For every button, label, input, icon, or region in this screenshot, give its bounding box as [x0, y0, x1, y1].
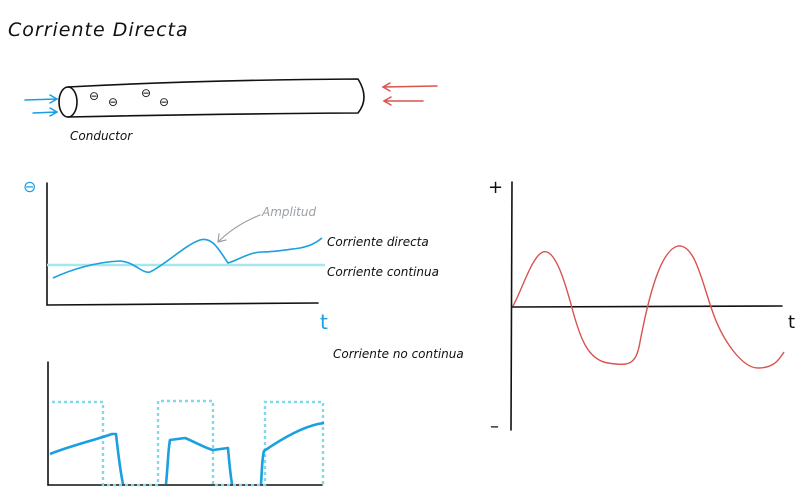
arrow-left-icon — [381, 82, 438, 92]
amplitude-arrow — [217, 214, 261, 243]
pulse-current-curve — [49, 421, 325, 485]
direct-current-curve — [52, 237, 323, 279]
electron-icon: ⊖ — [89, 89, 99, 103]
arrow-right-icon — [24, 94, 59, 104]
x-axis — [46, 302, 319, 306]
y-axis-symbol: ⊖ — [23, 177, 36, 196]
arrow-right-icon — [32, 107, 59, 117]
blue-arrows — [24, 94, 59, 117]
graph2-title: Corriente no continua — [333, 347, 464, 361]
amplitude-label: Amplitud — [261, 205, 316, 219]
page-title: Corriente Directa — [8, 19, 189, 41]
x-axis-label: t — [320, 310, 328, 334]
electron-group: ⊖ ⊖ ⊖ ⊖ — [89, 86, 169, 109]
graph-alternating-signal: + – t — [488, 177, 795, 437]
electron-icon: ⊖ — [141, 86, 151, 100]
sine-wave — [512, 245, 785, 369]
conductor-tube — [67, 78, 365, 118]
x-axis-label: t — [788, 312, 795, 333]
direct-current-label: Corriente directa — [327, 235, 429, 249]
minus-label: – — [490, 416, 499, 437]
square-wave — [52, 399, 325, 487]
arrow-left-icon — [382, 96, 424, 106]
conductor-end-cap — [58, 86, 78, 118]
electron-icon: ⊖ — [108, 95, 118, 109]
conductor-drawing: ⊖ ⊖ ⊖ ⊖ Conductor — [24, 78, 438, 143]
y-axis — [510, 181, 513, 431]
plus-label: + — [488, 177, 503, 198]
conductor-label: Conductor — [70, 129, 133, 143]
graph-non-continuous-current: Corriente no continua — [47, 347, 464, 487]
electron-icon: ⊖ — [159, 95, 169, 109]
graph-direct-current: ⊖ t Amplitud Corriente directa Corriente… — [23, 177, 439, 334]
continuous-current-label: Corriente continua — [327, 265, 439, 279]
red-arrows — [381, 82, 438, 106]
